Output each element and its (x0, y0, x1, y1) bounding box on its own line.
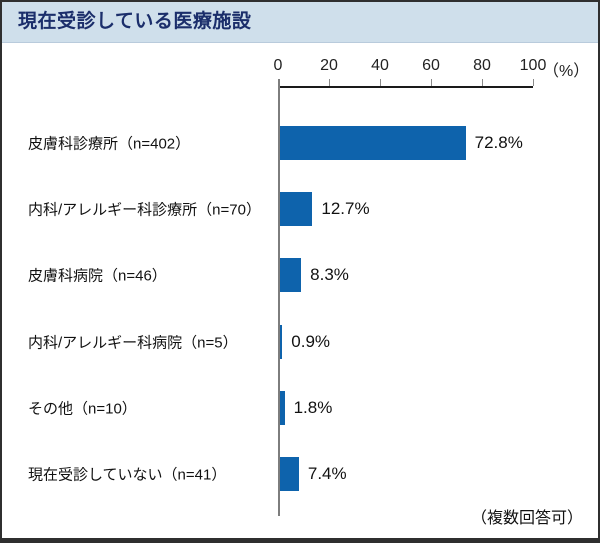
x-tick-label: 60 (422, 57, 440, 74)
value-label: 72.8% (474, 133, 523, 152)
bar (280, 192, 313, 227)
bar (280, 390, 285, 425)
x-tick-mark (380, 79, 381, 86)
x-tick-mark (431, 79, 432, 86)
chart-title: 現在受診している医療施設 (18, 11, 252, 32)
category-label: 皮膚科診療所（n=402） (28, 135, 191, 153)
bar (280, 126, 466, 160)
x-tick-label: 80 (473, 57, 491, 74)
x-tick-label: 40 (371, 57, 389, 74)
value-label: 1.8% (293, 397, 333, 417)
x-tick-label: 0 (273, 57, 283, 74)
category-label: 皮膚科病院（n=46） (28, 267, 167, 285)
bar (280, 258, 302, 293)
bar-chart: （%） 0 20 40 60 80 100 皮膚科診療所（n=402） 72.8% 内科/アレ… (2, 43, 598, 538)
x-tick-label: 100 (519, 57, 547, 74)
title-banner: 現在受診している医療施設 (2, 2, 598, 43)
category-label: 内科/アレルギー科病院（n=5） (28, 334, 238, 352)
x-tick-label: 20 (320, 57, 338, 74)
x-axis-line (278, 86, 533, 88)
category-label: その他（n=10） (28, 400, 137, 418)
category-label: 内科/アレルギー科診療所（n=70） (28, 201, 261, 219)
value-label: 7.4% (307, 464, 347, 483)
value-label: 12.7% (321, 199, 370, 219)
footnote: （複数回答可） (470, 510, 583, 527)
value-label: 0.9% (291, 331, 331, 351)
value-label: 8.3% (310, 265, 349, 285)
bar (280, 457, 299, 491)
x-tick-mark (329, 79, 330, 86)
x-tick-mark (482, 79, 483, 86)
y-axis-line (278, 79, 280, 516)
x-tick-mark (533, 79, 534, 86)
bar (280, 324, 283, 359)
axis-unit-label: （%） (543, 63, 590, 80)
category-label: 現在受診していない（n=41） (28, 466, 227, 484)
